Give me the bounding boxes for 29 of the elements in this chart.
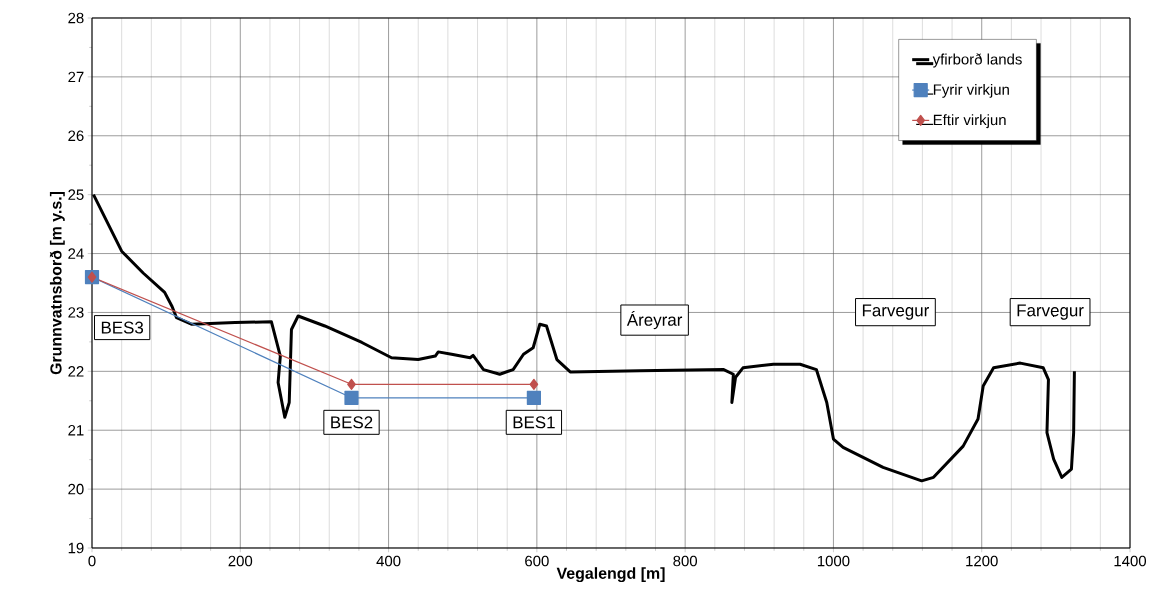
- annotation: Áreyrar: [626, 311, 683, 330]
- y-tick-label: 19: [68, 542, 84, 554]
- y-tick-label: 23: [68, 307, 84, 318]
- legend-label: Eftir virkjun: [933, 114, 1006, 129]
- y-axis-title: Grunnvatnsborð [m y.s.]: [49, 191, 65, 375]
- y-tick-label: 20: [68, 483, 84, 495]
- legend-label: yfirborð lands: [932, 53, 1022, 68]
- annotation: BES2: [331, 416, 373, 429]
- x-tick-label: 1000: [817, 555, 850, 567]
- x-tick-label: 400: [376, 555, 401, 567]
- annotation: Farvegur: [862, 304, 930, 320]
- x-tick-label: 1400: [1114, 555, 1147, 567]
- y-tick-label: 27: [68, 71, 84, 83]
- x-tick-label: 1200: [966, 555, 998, 567]
- y-tick-label: 22: [68, 366, 84, 377]
- y-tick-label: 26: [68, 130, 84, 142]
- y-tick-label: 24: [68, 248, 84, 259]
- x-axis-title: Vegalengd [m]: [556, 567, 665, 583]
- annotation: Farvegur: [1017, 304, 1084, 320]
- annotation: BES3: [101, 321, 144, 334]
- y-tick-label: 28: [68, 12, 84, 24]
- legend-label: Fyrir virkjun: [933, 83, 1009, 98]
- x-tick-label: 200: [228, 555, 253, 567]
- x-tick-label: 0: [88, 555, 96, 567]
- annotation: BES1: [513, 416, 555, 429]
- y-tick-label: 21: [68, 425, 84, 436]
- x-tick-label: 600: [525, 555, 549, 567]
- y-tick-label: 25: [68, 189, 84, 200]
- x-tick-label: 800: [673, 555, 698, 567]
